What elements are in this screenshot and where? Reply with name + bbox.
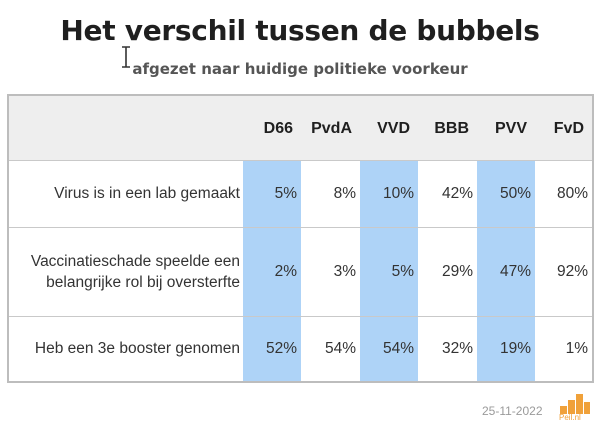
table-row: Heb een 3e booster genomen 52% 54% 54% 3… [9,315,592,381]
results-table: D66 PvdA VVD BBB PVV FvD Virus is in een… [7,94,594,383]
text-cursor-icon [122,46,130,68]
footer-date: 25-11-2022 [482,404,543,418]
table-header-row: D66 PvdA VVD BBB PVV FvD [9,96,592,160]
table-row: Virus is in een lab gemaakt 5% 8% 10% 42… [9,159,592,227]
chart-title: Het verschil tussen de bubbels [60,14,540,47]
table-cell: 29% [418,226,477,316]
table-row: Vaccinatieschade speelde een belangrijke… [9,226,592,316]
table-cell: 3% [301,226,360,316]
table-cell: 47% [477,226,535,316]
table-cell: 92% [535,226,592,316]
table-cell: 50% [477,159,535,227]
table-cell: 52% [243,315,301,381]
table-cell: 8% [301,159,360,227]
table-cell: 19% [477,315,535,381]
header-empty [9,96,243,160]
table-cell: 10% [360,159,418,227]
table-cell: 54% [301,315,360,381]
peil-logo-icon [560,394,590,414]
table-cell: 80% [535,159,592,227]
column-header: D66 [263,120,293,138]
table-cell: 32% [418,315,477,381]
table-cell: 2% [243,226,301,316]
row-label: Virus is in een lab gemaakt [9,159,243,227]
column-header: PVV [494,120,527,138]
row-label: Vaccinatieschade speelde een belangrijke… [9,226,243,316]
column-header: BBB [434,120,469,138]
column-header: PvdA [311,120,352,138]
logo-text: Peil.nl [559,413,581,422]
table-cell: 1% [535,315,592,381]
table-cell: 54% [360,315,418,381]
column-header: FvD [553,120,584,138]
table-cell: 5% [360,226,418,316]
column-header: VVD [377,120,410,138]
table-cell: 42% [418,159,477,227]
row-label: Heb een 3e booster genomen [9,315,243,381]
table-cell: 5% [243,159,301,227]
chart-subtitle: afgezet naar huidige politieke voorkeur [132,60,468,78]
